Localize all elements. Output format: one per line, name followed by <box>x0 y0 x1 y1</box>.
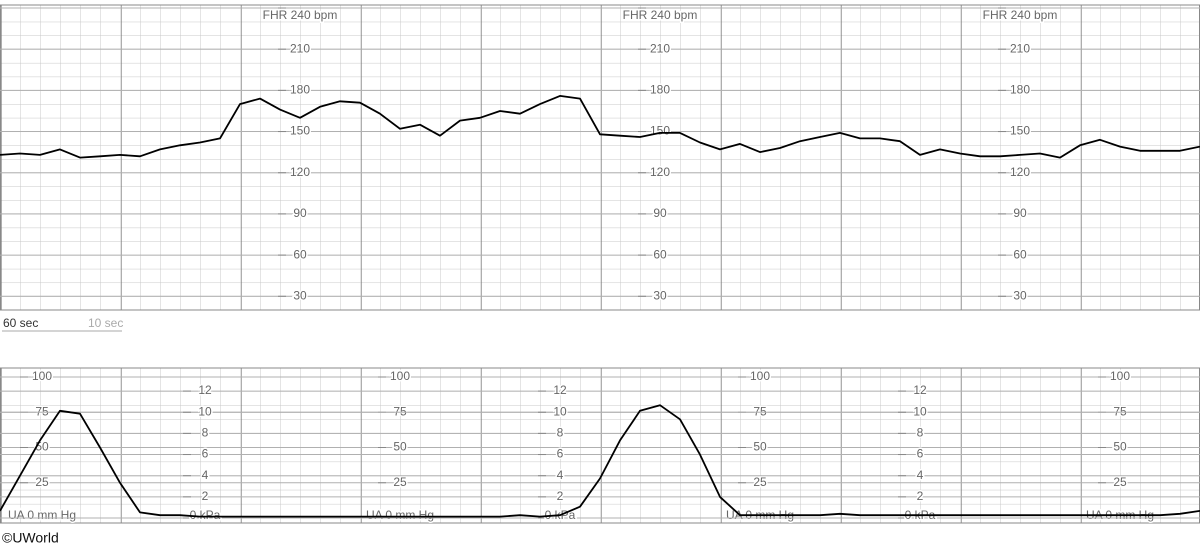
y-tick-label: 150 <box>290 124 310 138</box>
y-tick-label: 25 <box>753 475 767 489</box>
y-tick-label: 12 <box>913 383 927 397</box>
y-tick-label: 90 <box>653 206 667 220</box>
y-tick-label: 100 <box>390 369 410 383</box>
y-tick-label: 0 kPa <box>190 508 221 522</box>
y-tick-label: 100 <box>1110 369 1130 383</box>
y-tick-label: 8 <box>202 426 209 440</box>
y-tick-label: 6 <box>557 447 564 461</box>
y-tick-label: 10 <box>198 404 212 418</box>
y-tick-label: 90 <box>293 206 307 220</box>
y-tick-label: 75 <box>393 404 407 418</box>
y-tick-label: 120 <box>1010 165 1030 179</box>
time-scale-label: 60 sec <box>3 316 38 330</box>
y-tick-label: 30 <box>293 288 307 302</box>
y-tick-label: 180 <box>290 83 310 97</box>
y-tick-label: 180 <box>650 83 670 97</box>
y-tick-label: UA 0 mm Hg <box>8 508 76 522</box>
y-tick-label: 100 <box>32 369 52 383</box>
y-tick-label: 100 <box>750 369 770 383</box>
y-tick-label: 210 <box>650 41 670 55</box>
y-tick-label: 210 <box>1010 41 1030 55</box>
fhr-grid <box>0 4 1200 311</box>
y-tick-label: 25 <box>393 475 407 489</box>
credit: ©UWorld <box>2 530 59 546</box>
trace-line <box>0 404 1200 518</box>
y-tick-label: 30 <box>1013 288 1027 302</box>
trace-line <box>0 95 1200 159</box>
y-tick-label: 6 <box>202 447 209 461</box>
y-tick-label: 25 <box>1113 475 1127 489</box>
y-tick-label: 150 <box>1010 124 1030 138</box>
y-tick-label: 12 <box>198 383 212 397</box>
y-tick-label: 10 <box>913 404 927 418</box>
y-tick-label: 60 <box>653 247 667 261</box>
y-tick-label: 4 <box>202 468 209 482</box>
y-tick-label: 150 <box>650 124 670 138</box>
y-tick-label: 8 <box>557 426 564 440</box>
y-tick-label: FHR 240 bpm <box>623 8 698 22</box>
y-tick-label: 75 <box>753 404 767 418</box>
y-tick-label: 2 <box>917 489 924 503</box>
y-tick-label: 90 <box>1013 206 1027 220</box>
y-tick-label: 4 <box>557 468 564 482</box>
y-tick-label: 180 <box>1010 83 1030 97</box>
y-tick-label: 75 <box>35 404 49 418</box>
time-scale-label: 10 sec <box>88 316 123 330</box>
y-tick-label: 75 <box>1113 404 1127 418</box>
y-tick-label: 120 <box>290 165 310 179</box>
y-tick-label: 50 <box>393 440 407 454</box>
y-tick-label: 2 <box>557 489 564 503</box>
y-tick-label: 50 <box>1113 440 1127 454</box>
y-tick-label: 10 <box>553 404 567 418</box>
y-tick-label: FHR 240 bpm <box>983 8 1058 22</box>
y-tick-label: FHR 240 bpm <box>263 8 338 22</box>
y-tick-label: 50 <box>753 440 767 454</box>
y-tick-label: 210 <box>290 41 310 55</box>
y-tick-label: 25 <box>35 475 49 489</box>
y-tick-label: 120 <box>650 165 670 179</box>
y-tick-label: 6 <box>917 447 924 461</box>
y-tick-label: 60 <box>293 247 307 261</box>
y-tick-label: 4 <box>917 468 924 482</box>
y-tick-label: 8 <box>917 426 924 440</box>
y-tick-label: 30 <box>653 288 667 302</box>
y-tick-label: 2 <box>202 489 209 503</box>
y-tick-label: UA 0 mm Hg <box>366 508 434 522</box>
y-tick-label: 12 <box>553 383 567 397</box>
y-tick-label: 60 <box>1013 247 1027 261</box>
